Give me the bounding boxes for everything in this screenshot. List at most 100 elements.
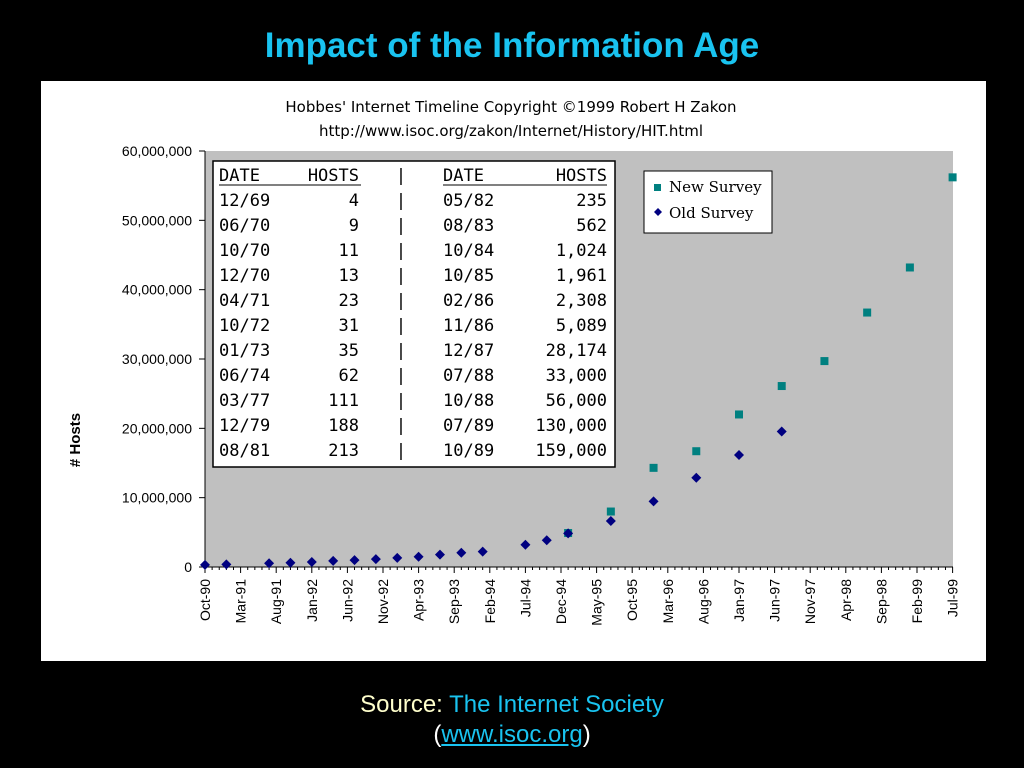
table-cell: 213 xyxy=(328,441,359,461)
x-tick-label: Aug-91 xyxy=(268,579,284,624)
old-survey-point xyxy=(456,547,467,558)
old-survey-point xyxy=(734,450,744,461)
table-cell: | xyxy=(396,216,406,236)
new-survey-point xyxy=(692,447,701,456)
table-cell: 03/77 xyxy=(219,391,270,411)
table-cell: 2,308 xyxy=(556,291,607,311)
chart-figure: Hobbes' Internet Timeline Copyright ©199… xyxy=(41,81,986,661)
table-cell: 5,089 xyxy=(556,316,607,336)
table-cell: 06/74 xyxy=(219,366,270,386)
source-credit: Source: The Internet Society (www.isoc.o… xyxy=(0,690,1024,750)
table-cell: 12/79 xyxy=(219,416,270,436)
table-cell: 08/83 xyxy=(443,216,494,236)
legend-old-survey-marker xyxy=(654,208,662,216)
source-open-paren: ( xyxy=(433,721,442,748)
old-survey-point xyxy=(605,515,616,526)
x-tick-label: Feb-94 xyxy=(482,579,498,624)
old-survey-point xyxy=(264,558,275,569)
table-cell: 06/70 xyxy=(219,216,270,236)
table-cell: 188 xyxy=(328,416,359,436)
x-tick-label: Apr-93 xyxy=(411,579,427,621)
y-tick-label: 60,000,000 xyxy=(122,143,192,159)
table-cell: 31 xyxy=(339,316,359,336)
old-survey-point xyxy=(200,559,210,570)
x-tick-label: Jan-92 xyxy=(304,579,320,622)
chart-title: Hobbes' Internet Timeline Copyright ©199… xyxy=(285,98,736,116)
new-survey-point xyxy=(820,357,829,366)
table-cell: 07/89 xyxy=(443,416,494,436)
table-cell: 10/88 xyxy=(443,391,494,411)
old-survey-point xyxy=(541,535,552,546)
table-cell: | xyxy=(396,316,406,336)
x-tick-label: Oct-90 xyxy=(197,579,213,621)
old-survey-point xyxy=(563,528,574,539)
table-cell: 10/85 xyxy=(443,266,494,286)
new-survey-point xyxy=(863,308,872,317)
table-cell: 9 xyxy=(349,216,359,236)
old-survey-point xyxy=(392,552,403,563)
table-cell: | xyxy=(396,341,406,361)
new-survey-point xyxy=(606,507,615,516)
legend-new-survey-marker xyxy=(654,184,661,191)
table-cell: 04/71 xyxy=(219,291,270,311)
table-header-cell: HOSTS xyxy=(308,166,359,186)
y-tick-label: 0 xyxy=(184,559,192,575)
table-cell: 02/86 xyxy=(443,291,494,311)
table-cell: | xyxy=(396,291,406,311)
host-table-box xyxy=(212,160,616,468)
old-survey-point xyxy=(776,426,787,437)
old-survey-point xyxy=(477,546,488,557)
table-cell: 111 xyxy=(328,391,359,411)
table-cell: | xyxy=(396,266,406,286)
x-tick-label: Jun-97 xyxy=(767,579,783,622)
x-tick-label: Mar-96 xyxy=(660,579,676,624)
table-cell: 10/84 xyxy=(443,241,494,261)
table-cell: 08/81 xyxy=(219,441,270,461)
old-survey-point xyxy=(434,549,445,560)
table-cell: 11/86 xyxy=(443,316,494,336)
x-tick-label: Feb-99 xyxy=(909,579,925,624)
table-cell: 33,000 xyxy=(546,366,607,386)
legend-new-survey-label: New Survey xyxy=(669,178,762,196)
y-axis-label: # Hosts xyxy=(67,413,84,467)
old-survey-point xyxy=(306,556,317,567)
table-cell: | xyxy=(396,391,406,411)
new-survey-point xyxy=(649,463,658,472)
table-cell: | xyxy=(396,191,406,211)
new-survey-point xyxy=(735,410,743,419)
table-cell: 1,961 xyxy=(556,266,607,286)
x-tick-label: Jul-99 xyxy=(945,579,961,617)
table-cell: 05/82 xyxy=(443,191,494,211)
x-tick-label: Aug-96 xyxy=(695,579,711,624)
table-cell: 4 xyxy=(349,191,359,211)
source-link[interactable]: www.isoc.org xyxy=(441,721,583,748)
old-survey-point xyxy=(648,496,659,507)
old-survey-point xyxy=(221,559,232,570)
table-cell: 10/70 xyxy=(219,241,270,261)
new-survey-point xyxy=(948,173,957,182)
source-prefix: Source: xyxy=(360,691,450,718)
legend-old-survey-label: Old Survey xyxy=(669,204,754,222)
x-tick-label: Jun-92 xyxy=(339,579,355,622)
table-cell: 562 xyxy=(576,216,607,236)
x-tick-label: Mar-91 xyxy=(233,579,249,624)
table-cell: 235 xyxy=(576,191,607,211)
table-cell: 56,000 xyxy=(546,391,607,411)
table-cell: 12/87 xyxy=(443,341,494,361)
x-tick-label: Nov-97 xyxy=(802,579,818,624)
table-cell: 07/88 xyxy=(443,366,494,386)
table-cell: 23 xyxy=(339,291,359,311)
source-name: The Internet Society xyxy=(449,691,664,718)
y-tick-label: 30,000,000 xyxy=(122,351,192,367)
table-cell: | xyxy=(396,366,406,386)
old-survey-point xyxy=(520,539,531,550)
table-cell: | xyxy=(396,416,406,436)
x-tick-label: Apr-98 xyxy=(838,579,854,621)
old-survey-point xyxy=(285,557,296,568)
table-cell: 01/73 xyxy=(219,341,270,361)
table-cell: | xyxy=(396,441,406,461)
slide-title: Impact of the Information Age xyxy=(264,26,760,65)
x-tick-label: Jul-94 xyxy=(517,579,533,617)
table-cell: 10/89 xyxy=(443,441,494,461)
y-tick-label: 20,000,000 xyxy=(122,420,192,436)
